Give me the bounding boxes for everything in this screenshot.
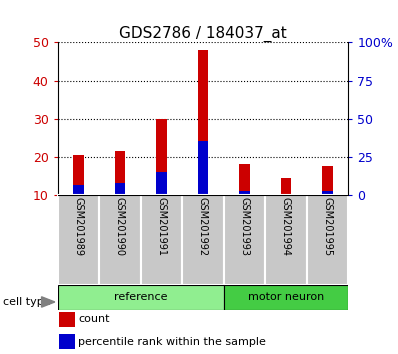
FancyBboxPatch shape	[58, 195, 99, 285]
Bar	[156, 172, 167, 195]
Text: GSM201994: GSM201994	[281, 198, 291, 256]
Polygon shape	[41, 297, 55, 307]
FancyBboxPatch shape	[265, 195, 307, 285]
Bar	[322, 191, 333, 195]
Bar	[198, 50, 208, 195]
Text: motor neuron: motor neuron	[248, 292, 324, 302]
Bar	[73, 155, 84, 195]
FancyBboxPatch shape	[224, 195, 265, 285]
Title: GDS2786 / 184037_at: GDS2786 / 184037_at	[119, 26, 287, 42]
Bar	[115, 183, 125, 195]
Bar	[59, 312, 75, 327]
Bar	[281, 178, 291, 195]
Text: GSM201995: GSM201995	[322, 198, 332, 257]
Bar	[239, 164, 250, 195]
Text: GSM201989: GSM201989	[74, 198, 84, 256]
Bar	[239, 191, 250, 195]
Text: count: count	[78, 314, 109, 324]
Text: reference: reference	[114, 292, 168, 302]
Bar	[322, 166, 333, 195]
Text: GSM201992: GSM201992	[198, 198, 208, 257]
Bar	[59, 334, 75, 349]
FancyBboxPatch shape	[224, 285, 348, 310]
Text: GSM201993: GSM201993	[240, 198, 250, 256]
FancyBboxPatch shape	[307, 195, 348, 285]
Text: percentile rank within the sample: percentile rank within the sample	[78, 337, 266, 347]
Bar	[156, 119, 167, 195]
Bar	[115, 151, 125, 195]
FancyBboxPatch shape	[182, 195, 224, 285]
Text: GSM201990: GSM201990	[115, 198, 125, 256]
Bar	[198, 141, 208, 195]
FancyBboxPatch shape	[99, 195, 141, 285]
Text: GSM201991: GSM201991	[156, 198, 166, 256]
FancyBboxPatch shape	[141, 195, 182, 285]
FancyBboxPatch shape	[58, 285, 224, 310]
Bar	[73, 185, 84, 195]
Text: cell type: cell type	[3, 297, 51, 307]
